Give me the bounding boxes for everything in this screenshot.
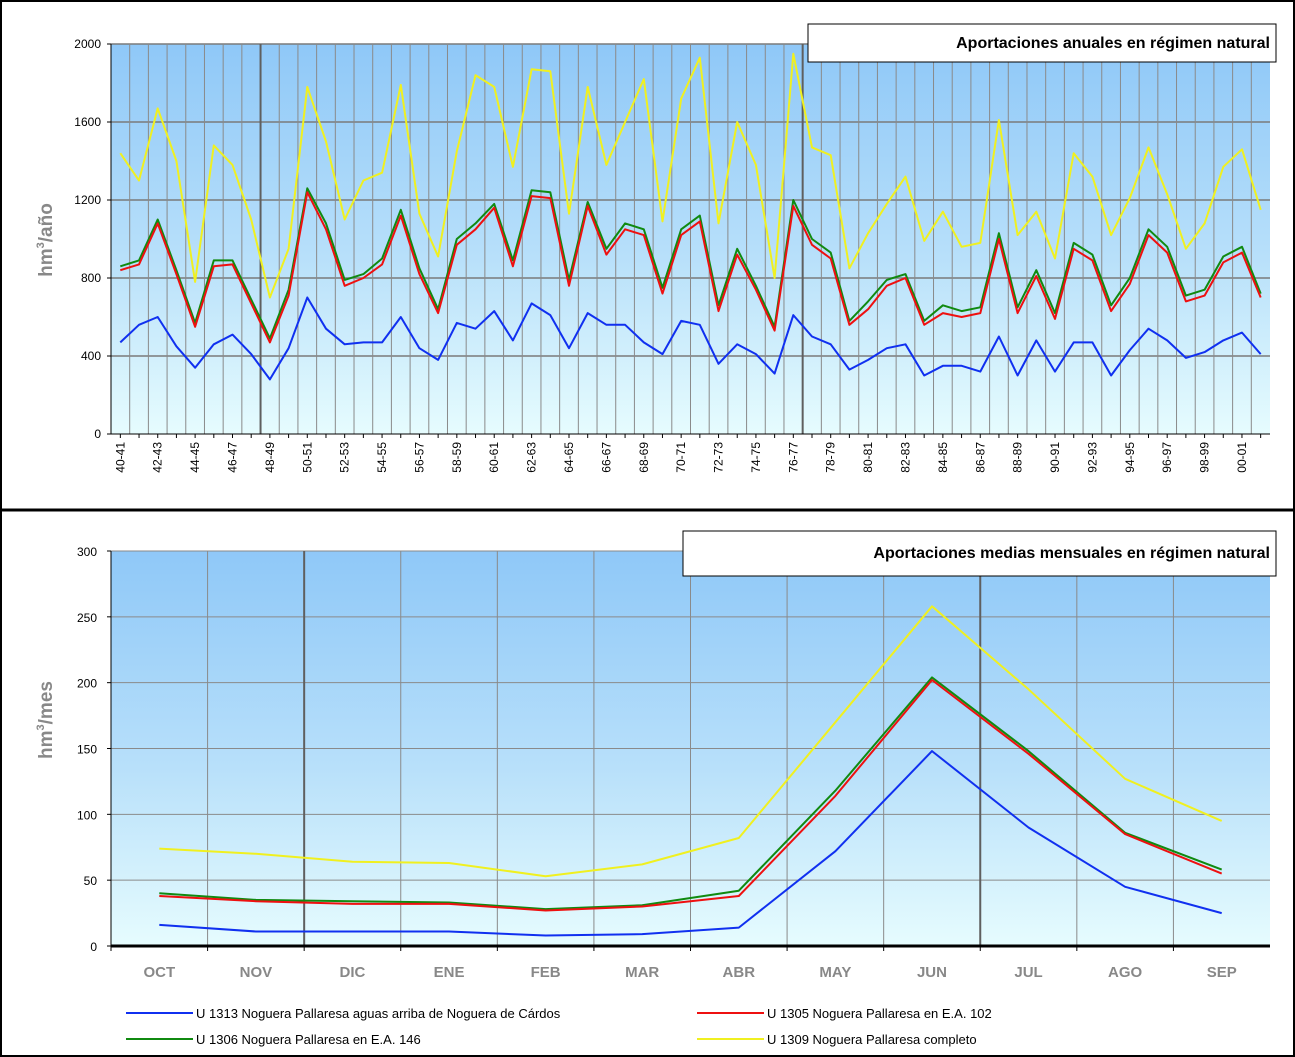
annual-x-tick-76-77: 76-77 xyxy=(786,442,800,473)
annual-x-tick-72-73: 72-73 xyxy=(712,442,726,473)
annual-x-tick-50-51: 50-51 xyxy=(300,442,314,473)
annual-chart: 0 400 800 1200 1600 2000 40-41 42-43 44-45 46-47… xyxy=(35,23,1277,473)
annual-title-box xyxy=(807,23,1277,63)
annual-x-tick-84-85: 84-85 xyxy=(936,442,950,473)
monthly-chart: 0 50 100 150 200 250 300 OCT NOV DIC ENE FEB MAR ABR… xyxy=(35,530,1277,981)
annual-y-ticks: 0 400 800 1200 1600 2000 xyxy=(74,37,111,441)
annual-x-tick-66-67: 66-67 xyxy=(599,442,613,473)
legend-label-u1309: U 1309 Noguera Pallaresa completo xyxy=(767,1032,977,1047)
annual-y-tick-0: 0 xyxy=(94,427,101,441)
annual-x-tick-60-61: 60-61 xyxy=(487,442,501,473)
legend: U 1313 Noguera Pallaresa aguas arriba de… xyxy=(126,1006,992,1047)
annual-y-tick-400: 400 xyxy=(81,349,101,363)
monthly-x-tick-mar: MAR xyxy=(625,964,659,981)
monthly-y-axis-label: hm3/mes xyxy=(35,681,57,759)
annual-x-tick-94-95: 94-95 xyxy=(1123,442,1137,473)
annual-x-tick-40-41: 40-41 xyxy=(113,442,127,473)
annual-x-tick-00-01: 00-01 xyxy=(1235,442,1249,473)
monthly-x-tick-dic: DIC xyxy=(340,964,366,981)
monthly-series-u1309 xyxy=(159,605,1223,878)
monthly-x-tick-feb: FEB xyxy=(531,964,561,981)
annual-x-tick-62-63: 62-63 xyxy=(525,442,539,473)
monthly-x-tick-abr: ABR xyxy=(723,964,756,981)
monthly-y-tick-150: 150 xyxy=(77,743,97,757)
monthly-y-tick-0: 0 xyxy=(90,940,97,954)
annual-y-tick-1200: 1200 xyxy=(74,193,101,207)
annual-x-tick-54-55: 54-55 xyxy=(375,442,389,473)
monthly-y-tick-50: 50 xyxy=(84,874,98,888)
annual-x-tick-52-53: 52-53 xyxy=(338,442,352,473)
annual-x-tick-98-99: 98-99 xyxy=(1198,442,1212,473)
annual-series-u1305 xyxy=(120,191,1262,344)
monthly-series xyxy=(159,605,1223,937)
monthly-x-ticks: OCT NOV DIC ENE FEB MAR ABR MAY JUN JUL AGO SEP xyxy=(110,946,1237,981)
annual-y-axis-label: hm3/año xyxy=(35,203,57,277)
monthly-x-tick-sep: SEP xyxy=(1207,964,1237,981)
monthly-x-tick-nov: NOV xyxy=(240,964,273,981)
monthly-title: Aportaciones medias mensuales en régimen… xyxy=(873,545,1270,562)
annual-x-tick-74-75: 74-75 xyxy=(749,442,763,473)
annual-x-tick-96-97: 96-97 xyxy=(1160,442,1174,473)
monthly-x-tick-ago: AGO xyxy=(1108,964,1143,981)
legend-item-u1313: U 1313 Noguera Pallaresa aguas arriba de… xyxy=(126,1006,561,1021)
monthly-x-tick-oct: OCT xyxy=(143,964,175,981)
annual-x-tick-68-69: 68-69 xyxy=(637,442,651,473)
annual-x-ticks: 40-41 42-43 44-45 46-47 48-49 50-51 52-53 54-55… xyxy=(113,434,1262,473)
legend-item-u1306: U 1306 Noguera Pallaresa en E.A. 146 xyxy=(126,1032,421,1047)
annual-y-tick-800: 800 xyxy=(81,271,101,285)
monthly-y-tick-300: 300 xyxy=(77,545,97,559)
monthly-series-u1306 xyxy=(159,676,1223,911)
annual-x-tick-88-89: 88-89 xyxy=(1011,442,1025,473)
annual-x-tick-58-59: 58-59 xyxy=(450,442,464,473)
monthly-x-tick-ene: ENE xyxy=(434,964,465,981)
annual-x-tick-78-79: 78-79 xyxy=(824,442,838,473)
monthly-x-tick-may: MAY xyxy=(819,964,851,981)
monthly-y-tick-250: 250 xyxy=(77,611,97,625)
legend-item-u1305: U 1305 Noguera Pallaresa en E.A. 102 xyxy=(697,1006,992,1021)
legend-label-u1306: U 1306 Noguera Pallaresa en E.A. 146 xyxy=(196,1032,421,1047)
annual-series-u1309 xyxy=(119,52,1262,299)
annual-x-tick-90-91: 90-91 xyxy=(1048,442,1062,473)
monthly-title-box xyxy=(682,530,1277,577)
annual-x-tick-64-65: 64-65 xyxy=(562,442,576,473)
annual-x-tick-44-45: 44-45 xyxy=(188,442,202,473)
annual-x-tick-48-49: 48-49 xyxy=(263,442,277,473)
annual-x-tick-70-71: 70-71 xyxy=(674,442,688,473)
annual-x-tick-92-93: 92-93 xyxy=(1085,442,1099,473)
legend-label-u1313: U 1313 Noguera Pallaresa aguas arriba de… xyxy=(196,1006,561,1021)
annual-x-tick-56-57: 56-57 xyxy=(412,442,426,473)
monthly-series-u1305 xyxy=(159,679,1223,912)
monthly-x-tick-jul: JUL xyxy=(1014,964,1042,981)
annual-x-tick-82-83: 82-83 xyxy=(898,442,912,473)
monthly-y-ticks: 0 50 100 150 200 250 300 xyxy=(77,545,111,954)
monthly-y-tick-200: 200 xyxy=(77,677,97,691)
monthly-series-u1313 xyxy=(159,750,1222,937)
annual-x-tick-42-43: 42-43 xyxy=(151,442,165,473)
annual-x-tick-46-47: 46-47 xyxy=(226,442,240,473)
annual-title: Aportaciones anuales en régimen natural xyxy=(956,35,1270,52)
monthly-x-tick-jun: JUN xyxy=(917,964,947,981)
monthly-y-tick-100: 100 xyxy=(77,808,97,822)
legend-label-u1305: U 1305 Noguera Pallaresa en E.A. 102 xyxy=(767,1006,992,1021)
annual-y-tick-1600: 1600 xyxy=(74,115,101,129)
annual-y-tick-2000: 2000 xyxy=(74,37,101,51)
annual-x-tick-86-87: 86-87 xyxy=(973,442,987,473)
annual-series-u1313 xyxy=(119,296,1262,381)
annual-x-tick-80-81: 80-81 xyxy=(861,442,875,473)
legend-item-u1309: U 1309 Noguera Pallaresa completo xyxy=(697,1032,977,1047)
annual-series-u1306 xyxy=(119,187,1262,340)
annual-series xyxy=(119,52,1262,381)
monthly-gridlines xyxy=(111,550,1270,946)
